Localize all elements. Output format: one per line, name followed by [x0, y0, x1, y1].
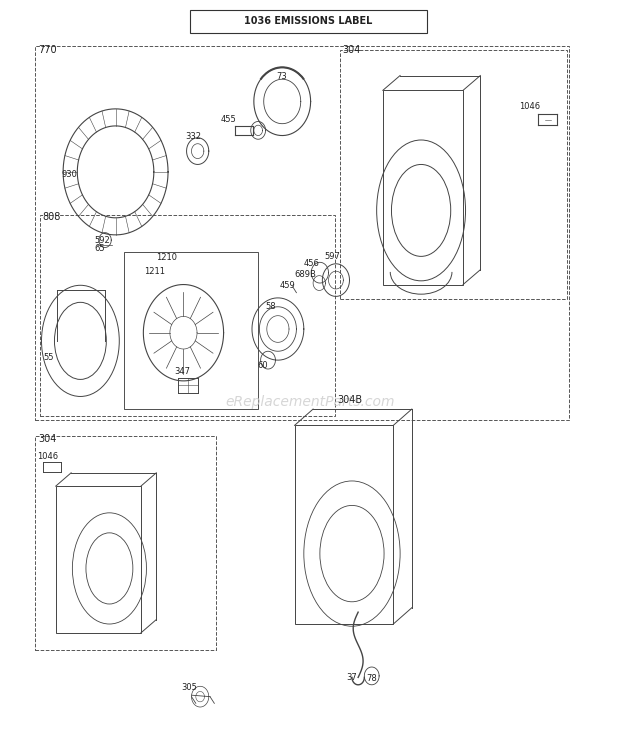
Text: 37: 37: [346, 673, 356, 682]
Text: 459: 459: [279, 281, 295, 290]
Text: 58: 58: [265, 302, 276, 311]
Text: 1046: 1046: [518, 102, 540, 111]
Text: 808: 808: [43, 212, 61, 222]
Text: 304: 304: [343, 45, 361, 56]
Text: 332: 332: [185, 132, 202, 141]
Text: 60: 60: [257, 361, 268, 370]
Text: 1046: 1046: [37, 452, 58, 461]
Text: 73: 73: [276, 71, 287, 80]
Text: 689B: 689B: [294, 270, 316, 279]
Bar: [190, 10, 427, 33]
Text: 305: 305: [182, 683, 198, 692]
Text: 1210: 1210: [156, 253, 177, 263]
Text: 78: 78: [366, 674, 377, 683]
Text: 770: 770: [38, 45, 57, 56]
Text: 597: 597: [325, 251, 340, 261]
Text: 304B: 304B: [338, 394, 363, 405]
Text: eReplacementParts.com: eReplacementParts.com: [225, 394, 395, 408]
Bar: [123, 252, 258, 409]
Bar: [40, 215, 335, 417]
Text: 55: 55: [43, 353, 54, 362]
Text: 347: 347: [174, 368, 190, 376]
Text: 455: 455: [221, 115, 237, 124]
Text: 930: 930: [61, 170, 77, 179]
Text: 1211: 1211: [144, 266, 166, 275]
Bar: [35, 46, 569, 420]
Bar: [35, 437, 216, 650]
Text: 592: 592: [94, 236, 110, 245]
Text: 304: 304: [38, 434, 57, 444]
Text: 1036 EMISSIONS LABEL: 1036 EMISSIONS LABEL: [244, 16, 373, 26]
Text: 65: 65: [94, 245, 105, 254]
Bar: [340, 50, 567, 299]
Text: 456: 456: [304, 259, 320, 269]
